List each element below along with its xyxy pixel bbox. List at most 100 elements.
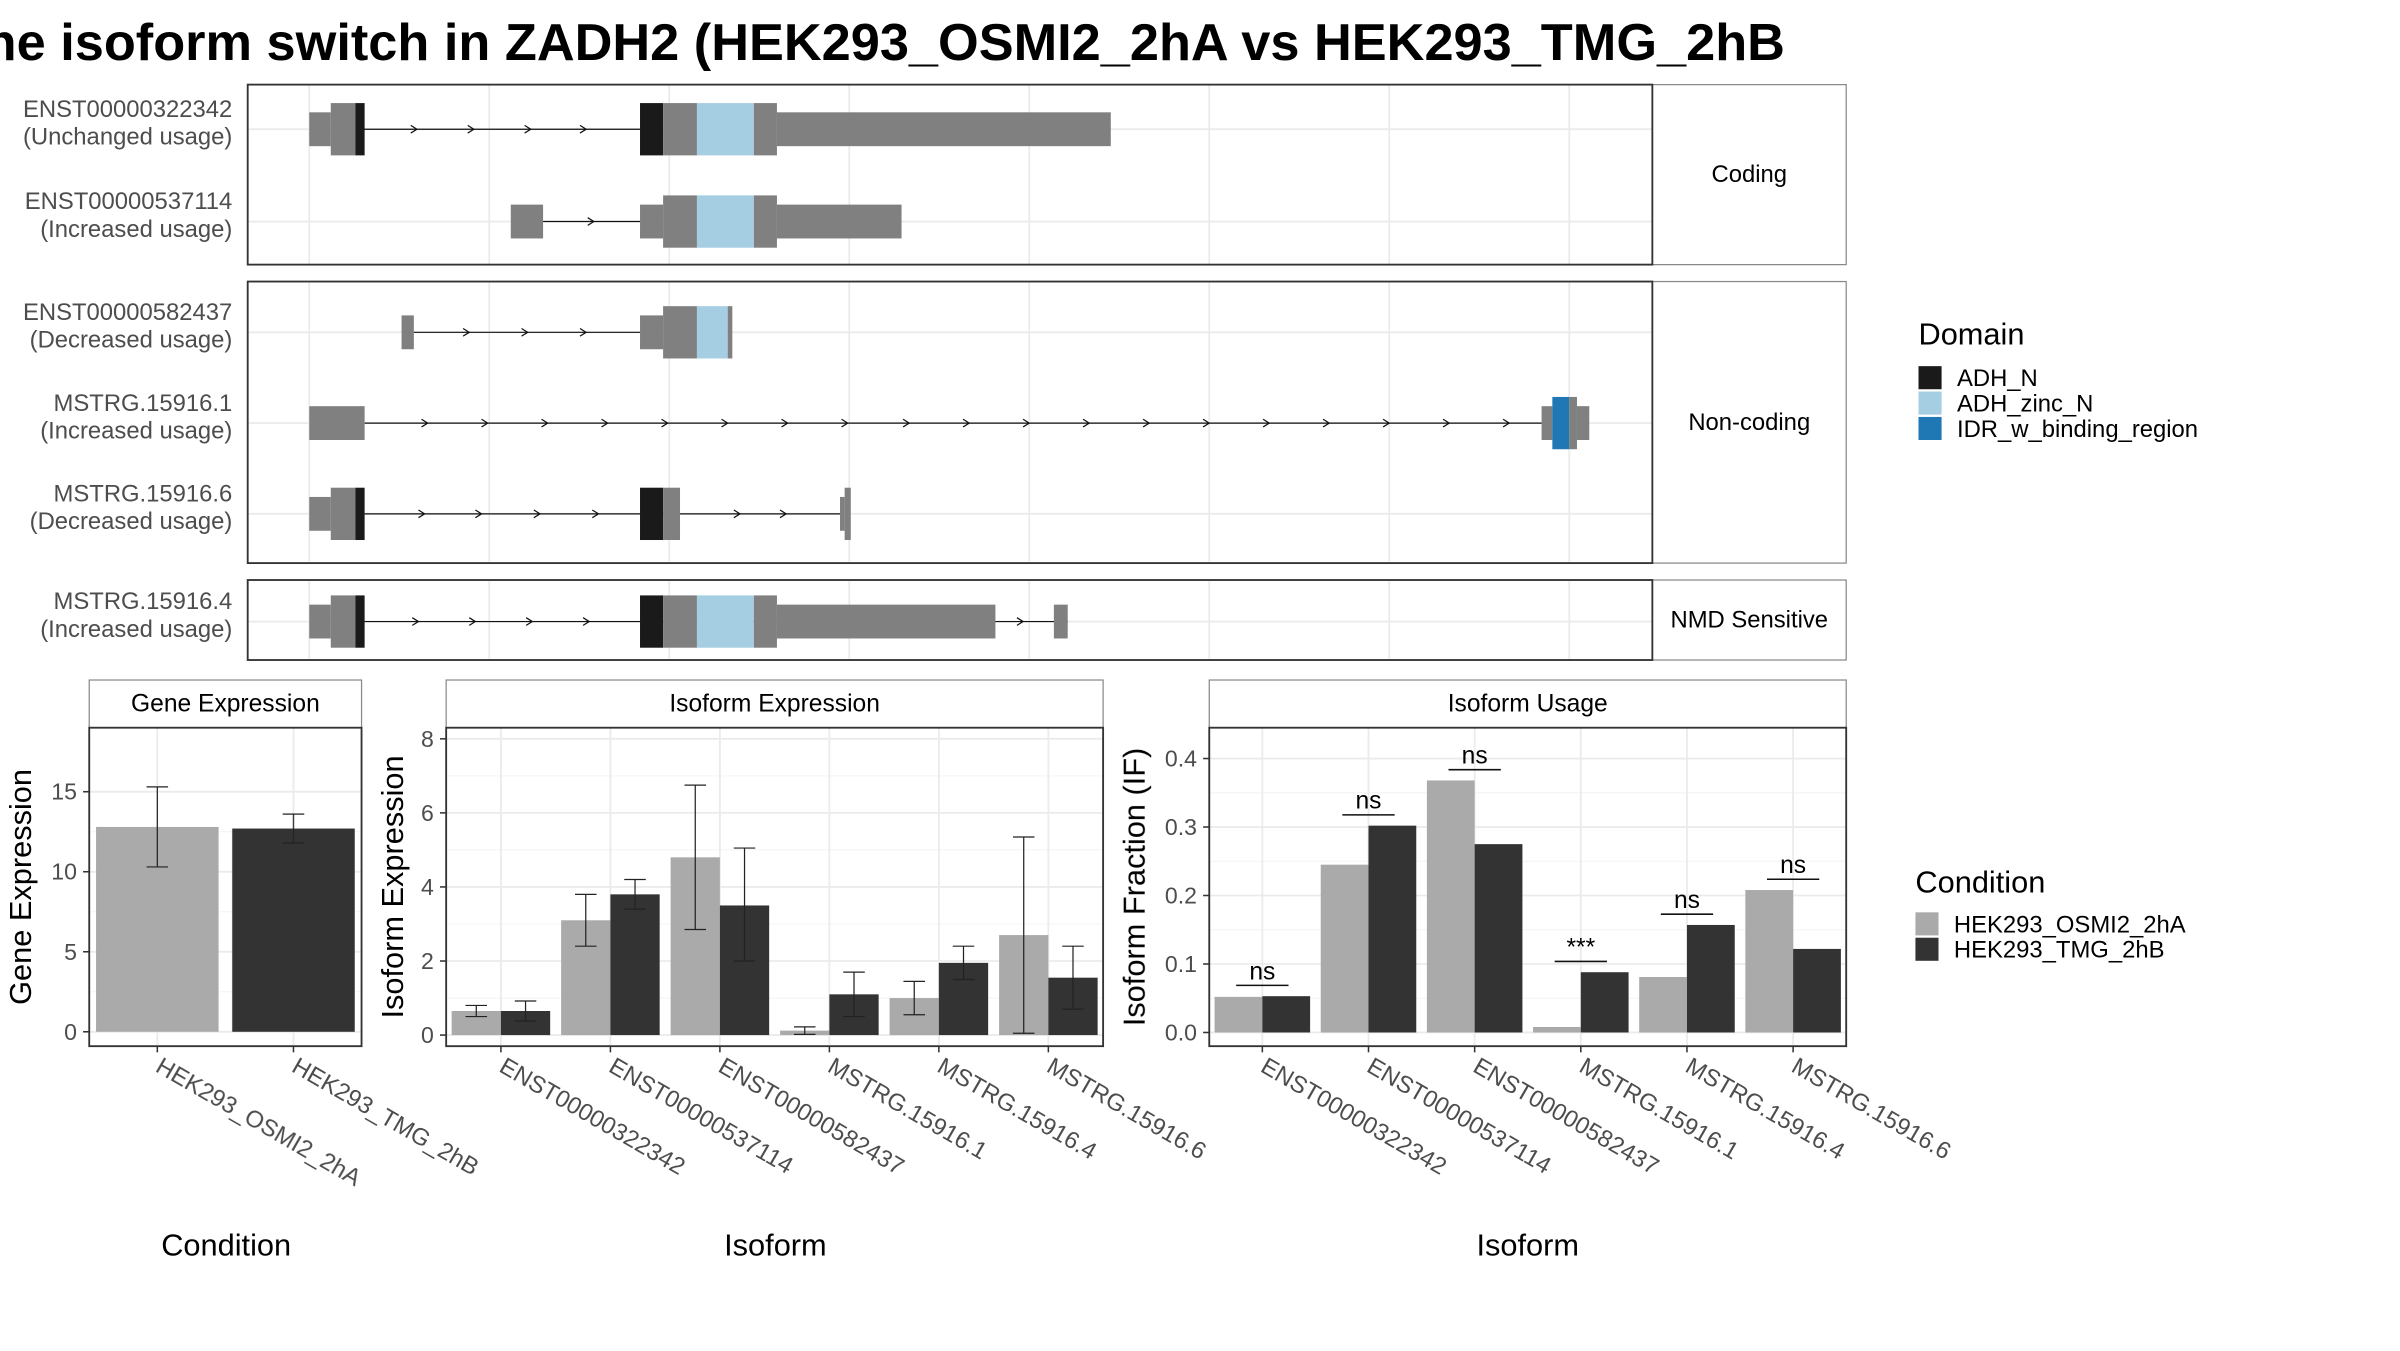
legend-swatch — [1915, 912, 1939, 936]
transcript-id-label: MSTRG.15916.6 — [54, 481, 233, 508]
exon-segment — [1576, 406, 1590, 441]
bar — [1214, 996, 1263, 1033]
bar — [1793, 948, 1841, 1033]
domain-IDR_w_binding_region — [1552, 396, 1570, 450]
y-axis-title: Isoform Fraction (IF) — [1117, 748, 1152, 1027]
facet-strip-label: NMD Sensitive — [1670, 607, 1828, 634]
intron-direction-arrow — [721, 418, 729, 428]
domain-ADH_N — [640, 103, 664, 156]
bar — [1368, 825, 1417, 1033]
plot-panel-border — [445, 726, 1105, 1048]
domain-ADH_zinc_N — [696, 195, 754, 248]
intron-direction-arrow — [410, 124, 419, 134]
significance-label: *** — [1566, 934, 1595, 961]
exon-segment — [663, 595, 697, 648]
transcript-id-label: MSTRG.15916.1 — [54, 390, 233, 417]
exon-segment — [776, 604, 996, 639]
domain-ADH_N — [355, 487, 365, 541]
y-axis-title: Gene Expression — [3, 769, 38, 1005]
legend-label: IDR_w_binding_region — [1957, 416, 2198, 443]
intron-direction-arrow — [525, 617, 534, 626]
intron-direction-arrow — [1442, 418, 1451, 428]
bar — [610, 894, 660, 1036]
exon-segment — [753, 595, 777, 648]
plot-panel-bg — [1209, 727, 1847, 1047]
intron-direction-arrow — [524, 124, 532, 134]
intron-direction-arrow — [1502, 418, 1511, 428]
y-tick-label: 0 — [421, 1022, 434, 1048]
intron-direction-arrow — [481, 418, 489, 428]
bar — [1745, 890, 1794, 1033]
plot-panel-border — [88, 726, 363, 1048]
legend-label: HEK293_TMG_2hB — [1954, 937, 2165, 964]
intron-direction-arrow — [582, 617, 591, 626]
facet-strip — [1651, 84, 1847, 266]
facet-strip — [1651, 280, 1847, 564]
domain-ADH_N — [355, 595, 365, 648]
transcript-id-label: ENST00000537114 — [25, 188, 233, 215]
legend-swatch — [1918, 366, 1942, 390]
chart-title-strip — [445, 679, 1104, 729]
exon-segment — [727, 306, 733, 359]
intron-direction-arrow — [579, 327, 588, 337]
x-tick-label: ENST00000582437 — [1469, 1053, 1664, 1181]
exon-segment — [753, 195, 777, 248]
bar — [1320, 864, 1369, 1033]
exon-segment — [776, 112, 1111, 147]
bar — [1686, 924, 1735, 1033]
y-tick-label: 2 — [421, 948, 434, 974]
exon-segment — [663, 195, 697, 248]
chart-title: Gene Expression — [131, 690, 320, 717]
exon-segment — [840, 496, 845, 531]
y-tick-label: 8 — [421, 726, 434, 752]
intron-direction-arrow — [411, 617, 420, 626]
y-tick-label: 5 — [64, 939, 77, 965]
x-tick-label: ENST00000322342 — [1256, 1053, 1451, 1181]
y-tick-label: 6 — [421, 800, 434, 826]
bar — [1533, 1027, 1581, 1033]
chart-title-strip — [1208, 679, 1847, 729]
y-tick-label: 4 — [421, 874, 434, 900]
intron-direction-arrow — [779, 509, 788, 519]
exon-segment — [330, 103, 356, 156]
intron-direction-arrow — [1202, 418, 1211, 428]
bar — [1474, 844, 1523, 1033]
intron-direction-arrow — [521, 327, 529, 337]
transcript-id-label: ENST00000322342 — [23, 96, 232, 123]
transcript-id-label: MSTRG.15916.4 — [54, 588, 233, 615]
page-title: he isoform switch in ZADH2 (HEK293_OSMI2… — [0, 13, 1785, 73]
significance-label: ns — [1355, 788, 1381, 815]
x-tick-label: ENST00000322342 — [495, 1053, 690, 1181]
bar — [1580, 972, 1629, 1033]
x-axis-title: Isoform — [724, 1227, 827, 1262]
chart-title: Isoform Expression — [669, 690, 880, 717]
plot-panel-border — [1208, 726, 1848, 1048]
intron-direction-arrow — [591, 509, 600, 519]
chart-title-strip — [88, 679, 363, 729]
intron-direction-arrow — [579, 124, 588, 134]
intron-direction-arrow — [902, 418, 911, 428]
y-tick-label: 0 — [64, 1019, 77, 1045]
intron-direction-arrow — [475, 509, 483, 519]
structure-panel-border — [246, 83, 1654, 266]
legend-label: ADH_N — [1957, 365, 2038, 392]
legend-label: HEK293_OSMI2_2hA — [1954, 911, 2186, 938]
legend-title: Condition — [1915, 864, 2045, 899]
intron-direction-arrow — [533, 509, 542, 519]
legend-title: Domain — [1919, 317, 2025, 352]
exon-segment — [640, 204, 664, 239]
intron-direction-arrow — [962, 418, 971, 428]
transcript-usage-label: (Increased usage) — [40, 417, 232, 444]
domain-ADH_N — [640, 487, 664, 541]
intron-direction-arrow — [781, 418, 789, 428]
facet-strip — [1651, 579, 1847, 661]
transcript-usage-label: (Increased usage) — [40, 616, 232, 643]
chart-title: Isoform Usage — [1448, 690, 1608, 717]
structure-panel-bg — [247, 84, 1653, 265]
intron-direction-arrow — [541, 418, 549, 428]
exon-segment — [1569, 396, 1577, 450]
intron-direction-arrow — [1262, 418, 1271, 428]
y-tick-label: 15 — [51, 779, 77, 805]
legend-swatch — [1915, 937, 1939, 961]
